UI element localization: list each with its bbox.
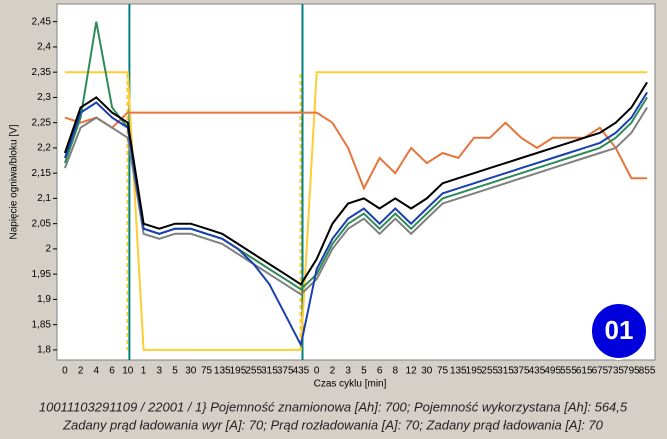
series-line <box>64 111 648 191</box>
x-tick-label: 10 <box>122 366 134 377</box>
x-tick-label: 735 <box>607 366 624 377</box>
plot-area <box>56 3 656 361</box>
series-line <box>64 71 648 351</box>
y-tick-label: 2,05 <box>32 218 52 229</box>
x-tick-label: 4 <box>94 366 100 377</box>
x-tick-label: 3 <box>345 366 351 377</box>
y-tick-label: 2,35 <box>32 67 52 78</box>
y-tick-label: 2,3 <box>37 92 51 103</box>
x-tick-label: 375 <box>277 366 294 377</box>
x-tick-label: 195 <box>230 366 247 377</box>
y-tick-label: 2,2 <box>37 143 51 154</box>
y-tick-label: 1,9 <box>37 294 51 305</box>
x-tick-label: 0 <box>314 366 320 377</box>
x-tick-label: 315 <box>497 366 514 377</box>
y-tick-label: 2,15 <box>32 168 52 179</box>
y-tick-label: 2 <box>45 244 51 255</box>
x-tick-label: 795 <box>623 366 640 377</box>
x-tick-label: 2 <box>330 366 336 377</box>
x-tick-label: 75 <box>437 366 449 377</box>
x-tick-label: 12 <box>406 366 418 377</box>
x-tick-label: 435 <box>293 366 310 377</box>
x-tick-label: 615 <box>576 366 593 377</box>
y-tick-label: 2,4 <box>37 42 51 53</box>
x-tick-label: 30 <box>185 366 197 377</box>
x-tick-label: 30 <box>421 366 433 377</box>
y-tick-label: 1,95 <box>32 269 52 280</box>
x-tick-label: 255 <box>245 366 262 377</box>
x-tick-label: 555 <box>560 366 577 377</box>
y-tick-label: 1,85 <box>32 319 52 330</box>
badge: 01 <box>605 315 634 345</box>
badge-circle <box>590 302 648 360</box>
x-tick-label: 675 <box>592 366 609 377</box>
footer-line: 10011103291109 / 22001 / 1} Pojemność zn… <box>39 399 628 414</box>
footer-line: Zadany prąd ładowania wyr [A]: 70; Prąd … <box>62 417 604 432</box>
x-tick-label: 6 <box>377 366 383 377</box>
x-tick-label: 315 <box>261 366 278 377</box>
x-tick-label: 135 <box>450 366 467 377</box>
y-tick-label: 2,1 <box>37 193 51 204</box>
x-tick-label: 75 <box>201 366 213 377</box>
x-tick-label: 5 <box>172 366 178 377</box>
y-axis-label: Napięcie ogniwa/bloku [V] <box>9 124 20 239</box>
x-tick-label: 855 <box>639 366 656 377</box>
x-tick-label: 6 <box>109 366 115 377</box>
y-tick-label: 1,8 <box>37 345 51 356</box>
x-tick-label: 1 <box>141 366 147 377</box>
y-tick-label: 2,25 <box>32 117 52 128</box>
x-tick-label: 255 <box>481 366 498 377</box>
x-tick-label: 3 <box>157 366 163 377</box>
x-tick-label: 435 <box>529 366 546 377</box>
series-line <box>63 106 648 296</box>
x-tick-label: 0 <box>62 366 68 377</box>
x-tick-label: 495 <box>544 366 561 377</box>
x-tick-label: 195 <box>466 366 483 377</box>
x-tick-label: 135 <box>214 366 231 377</box>
series-line <box>63 81 648 286</box>
x-tick-label: 2 <box>78 366 84 377</box>
x-axis-label: Czas cyklu [min] <box>314 379 387 390</box>
series-line <box>63 91 648 348</box>
x-tick-label: 5 <box>361 366 367 377</box>
x-tick-label: 8 <box>393 366 399 377</box>
x-tick-label: 375 <box>513 366 530 377</box>
y-tick-label: 2,45 <box>32 16 52 27</box>
plot: 1,8 1,85 1,9 1,95 2 2,05 2,1 2,15 2,2 2,25 2,3 2,35… <box>32 4 656 377</box>
